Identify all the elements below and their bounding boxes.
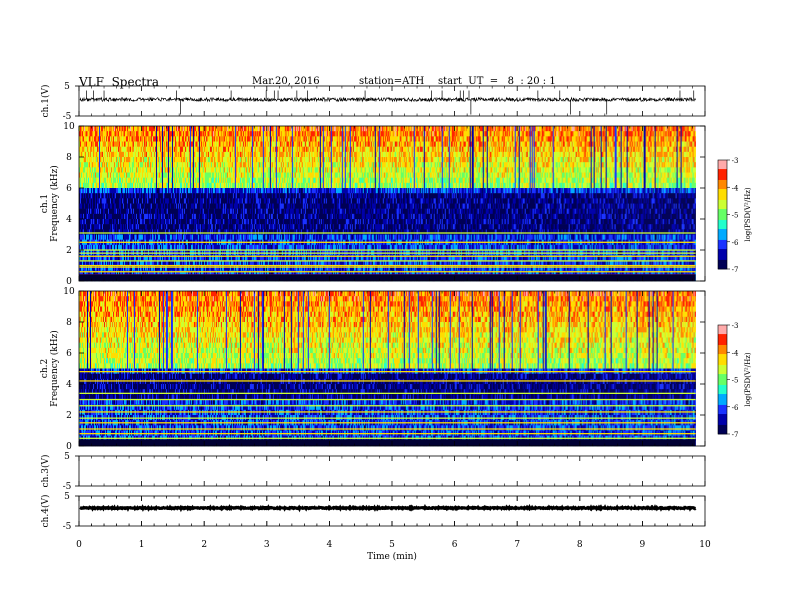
y-tick-label: 5 <box>64 82 70 92</box>
y-tick-label: -5 <box>63 112 72 122</box>
panel-1: 5 -5 ch.1(V) <box>40 82 705 122</box>
vlf-spectra-figure: 5 -5 ch.1(V) 0246810ch.1 Frequency (kHz)-3-4… <box>0 0 792 612</box>
y-axis-label: ch.1(V) <box>40 85 51 118</box>
signal-trace <box>80 98 696 102</box>
